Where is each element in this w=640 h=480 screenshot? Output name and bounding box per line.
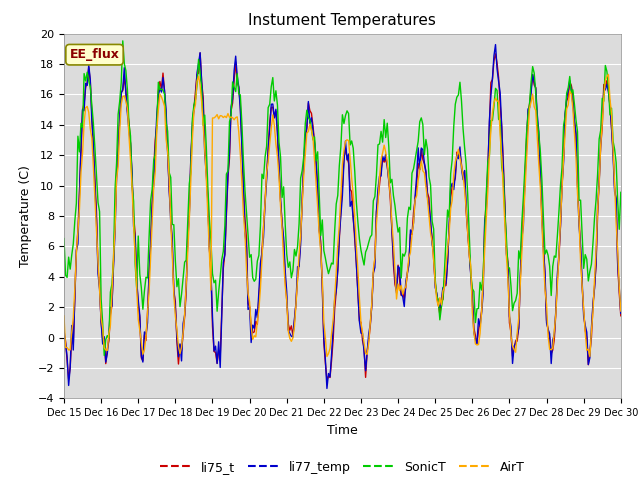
Y-axis label: Temperature (C): Temperature (C) bbox=[19, 165, 32, 267]
li75_t bbox=[552, 310, 559, 316]
li77_temp bbox=[410, 220, 417, 226]
AirT bbox=[408, 232, 416, 238]
SonicT bbox=[617, 190, 625, 195]
AirT bbox=[605, 72, 612, 77]
Line: AirT: AirT bbox=[64, 74, 621, 357]
SonicT bbox=[552, 254, 559, 260]
li77_temp bbox=[552, 308, 559, 313]
SonicT bbox=[167, 175, 175, 180]
li77_temp bbox=[492, 42, 499, 48]
li75_t bbox=[164, 146, 172, 152]
SonicT bbox=[380, 117, 388, 122]
SonicT bbox=[412, 157, 419, 163]
li75_t bbox=[76, 189, 83, 194]
X-axis label: Time: Time bbox=[327, 424, 358, 437]
AirT bbox=[586, 354, 594, 360]
li77_temp bbox=[164, 150, 172, 156]
li77_temp bbox=[323, 385, 331, 391]
SonicT bbox=[119, 38, 127, 44]
SonicT bbox=[76, 149, 83, 155]
AirT bbox=[549, 345, 557, 351]
Line: li77_temp: li77_temp bbox=[64, 45, 621, 388]
SonicT bbox=[100, 352, 108, 358]
Title: Instument Temperatures: Instument Temperatures bbox=[248, 13, 436, 28]
Line: SonicT: SonicT bbox=[64, 41, 621, 355]
li77_temp bbox=[76, 192, 83, 198]
AirT bbox=[377, 157, 385, 163]
li75_t bbox=[412, 197, 419, 203]
Legend: li75_t, li77_temp, SonicT, AirT: li75_t, li77_temp, SonicT, AirT bbox=[155, 456, 530, 479]
li77_temp bbox=[617, 311, 625, 316]
Text: EE_flux: EE_flux bbox=[70, 48, 120, 61]
li75_t bbox=[617, 313, 625, 319]
li77_temp bbox=[60, 327, 68, 333]
AirT bbox=[164, 149, 172, 155]
li75_t bbox=[323, 377, 331, 383]
li75_t bbox=[380, 159, 388, 165]
li77_temp bbox=[379, 153, 387, 159]
AirT bbox=[76, 206, 83, 212]
AirT bbox=[617, 308, 625, 314]
li77_temp bbox=[397, 291, 405, 297]
li75_t bbox=[399, 289, 406, 295]
AirT bbox=[60, 313, 68, 319]
AirT bbox=[396, 288, 403, 293]
Line: li75_t: li75_t bbox=[64, 53, 621, 380]
SonicT bbox=[60, 236, 68, 241]
SonicT bbox=[399, 251, 406, 257]
li75_t bbox=[196, 50, 204, 56]
li75_t bbox=[60, 331, 68, 337]
